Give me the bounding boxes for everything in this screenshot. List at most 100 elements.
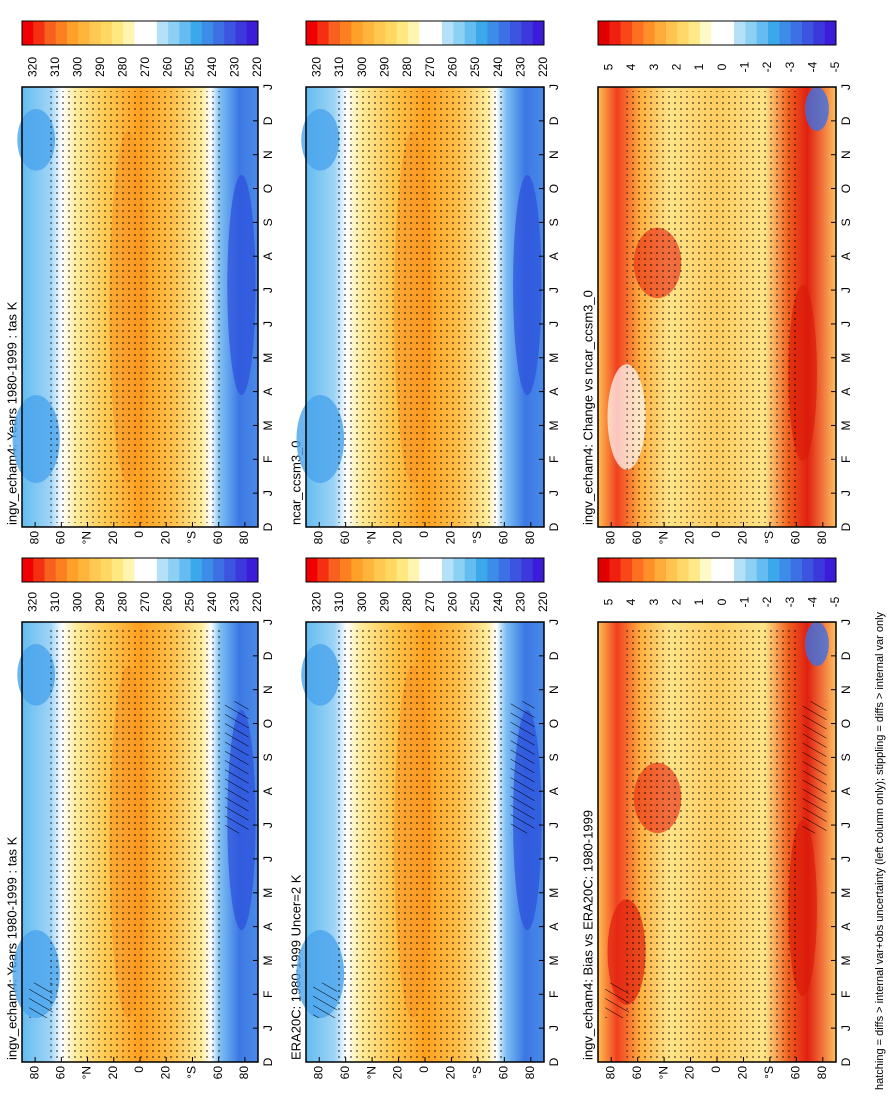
- colorbar-swatch: [677, 21, 689, 45]
- colorbar-swatch: [246, 558, 259, 582]
- colorbar-swatch: [756, 21, 769, 45]
- month-label: J: [547, 287, 561, 293]
- month-label: J: [261, 84, 275, 90]
- colorbar-swatch: [235, 558, 248, 582]
- month-label: J: [839, 321, 853, 327]
- colorbar-swatch: [609, 21, 621, 45]
- stippling: [626, 91, 798, 523]
- month-label: M: [261, 420, 275, 430]
- colorbar-swatch: [688, 558, 701, 582]
- colorbar-swatch: [654, 558, 667, 582]
- stippling: [50, 91, 221, 523]
- colorbar-label: 310: [332, 592, 346, 612]
- colorbar-swatch: [779, 21, 791, 45]
- colorbar-label: 5: [602, 63, 616, 70]
- colorbar-swatch: [201, 21, 214, 45]
- field-blob: [296, 395, 345, 483]
- colorbar-label: 300: [355, 57, 369, 77]
- colorbar-swatch: [351, 558, 363, 582]
- month-label: J: [261, 321, 275, 327]
- month-label: J: [261, 287, 275, 293]
- colorbar-swatch: [111, 21, 124, 45]
- colorbar-label: 280: [400, 57, 414, 77]
- colorbar-swatch: [620, 558, 633, 582]
- colorbar-frame: [597, 20, 837, 46]
- lat-label: °S: [470, 1066, 484, 1079]
- colorbar-swatch: [44, 21, 57, 45]
- lat-label: 0: [132, 531, 146, 538]
- colorbar-label: 1: [692, 598, 706, 605]
- colorbar-swatch: [22, 21, 34, 45]
- colorbar-swatch: [442, 558, 454, 582]
- colorbar-swatch: [145, 558, 158, 582]
- field-blob: [301, 643, 340, 706]
- lat-label: 60: [630, 1066, 644, 1080]
- colorbar-swatch: [156, 21, 169, 45]
- colorbar-label: 310: [48, 57, 62, 77]
- colorbar-swatch: [824, 558, 837, 582]
- month-label: M: [547, 353, 561, 363]
- colorbar-frame: [21, 20, 259, 46]
- colorbar-label: 280: [400, 592, 414, 612]
- field-blob: [805, 87, 829, 131]
- colorbar-swatch: [340, 558, 352, 582]
- field-blob: [513, 175, 542, 395]
- colorbar-swatch: [224, 558, 236, 582]
- colorbar-swatch: [498, 558, 511, 582]
- month-label: F: [547, 991, 561, 998]
- colorbar-swatch: [44, 558, 57, 582]
- month-label: J: [261, 619, 275, 625]
- colorbar-label: 0: [715, 63, 729, 70]
- colorbar-swatch: [521, 558, 533, 582]
- month-label: J: [547, 822, 561, 828]
- colorbar-label: 300: [355, 592, 369, 612]
- month-label: D: [547, 651, 561, 660]
- colorbar-swatch: [351, 21, 363, 45]
- colorbar-label: 4: [624, 63, 638, 70]
- month-label: M: [547, 955, 561, 965]
- colorbar-label: 280: [115, 592, 129, 612]
- month-label: D: [261, 1057, 275, 1066]
- lat-label: 80: [237, 1066, 251, 1080]
- colorbar-swatch: [66, 21, 79, 45]
- stippling: [334, 91, 506, 523]
- colorbar-swatch: [33, 21, 45, 45]
- lat-label: 80: [523, 531, 537, 545]
- colorbar-swatch: [487, 21, 499, 45]
- month-label: D: [839, 651, 853, 660]
- colorbar-swatch: [510, 21, 522, 45]
- colorbar-swatch: [179, 558, 191, 582]
- stippling: [334, 626, 506, 1058]
- colorbar-label: 240: [491, 57, 505, 77]
- colorbar-frame: [597, 557, 837, 583]
- colorbar-label: 1: [692, 63, 706, 70]
- colorbar-label: 270: [138, 592, 152, 612]
- month-label: F: [839, 456, 853, 463]
- month-label: S: [547, 753, 561, 761]
- colorbar-swatch: [700, 558, 712, 582]
- colorbar-label: 2: [670, 63, 684, 70]
- lat-label: 60: [789, 1066, 803, 1080]
- lat-label: 60: [54, 531, 68, 545]
- lat-label: 60: [789, 531, 803, 545]
- month-label: M: [839, 420, 853, 430]
- hatching: [510, 701, 535, 834]
- colorbar-swatch: [306, 558, 318, 582]
- month-label: J: [547, 84, 561, 90]
- month-label: J: [839, 490, 853, 496]
- colorbar-swatch: [89, 558, 101, 582]
- colorbar-swatch: [430, 558, 443, 582]
- colorbar-label: 280: [115, 57, 129, 77]
- colorbar-swatch: [532, 558, 545, 582]
- colorbar-swatch: [328, 558, 341, 582]
- colorbar-label: 250: [183, 592, 197, 612]
- colorbar-swatch: [790, 21, 803, 45]
- colorbar-label: 320: [25, 57, 39, 77]
- colorbar-frame: [305, 557, 545, 583]
- colorbar-swatch: [722, 558, 735, 582]
- month-label: F: [547, 456, 561, 463]
- colorbar-label: 270: [423, 592, 437, 612]
- colorbar-label: 310: [332, 57, 346, 77]
- colorbar-swatch: [734, 21, 746, 45]
